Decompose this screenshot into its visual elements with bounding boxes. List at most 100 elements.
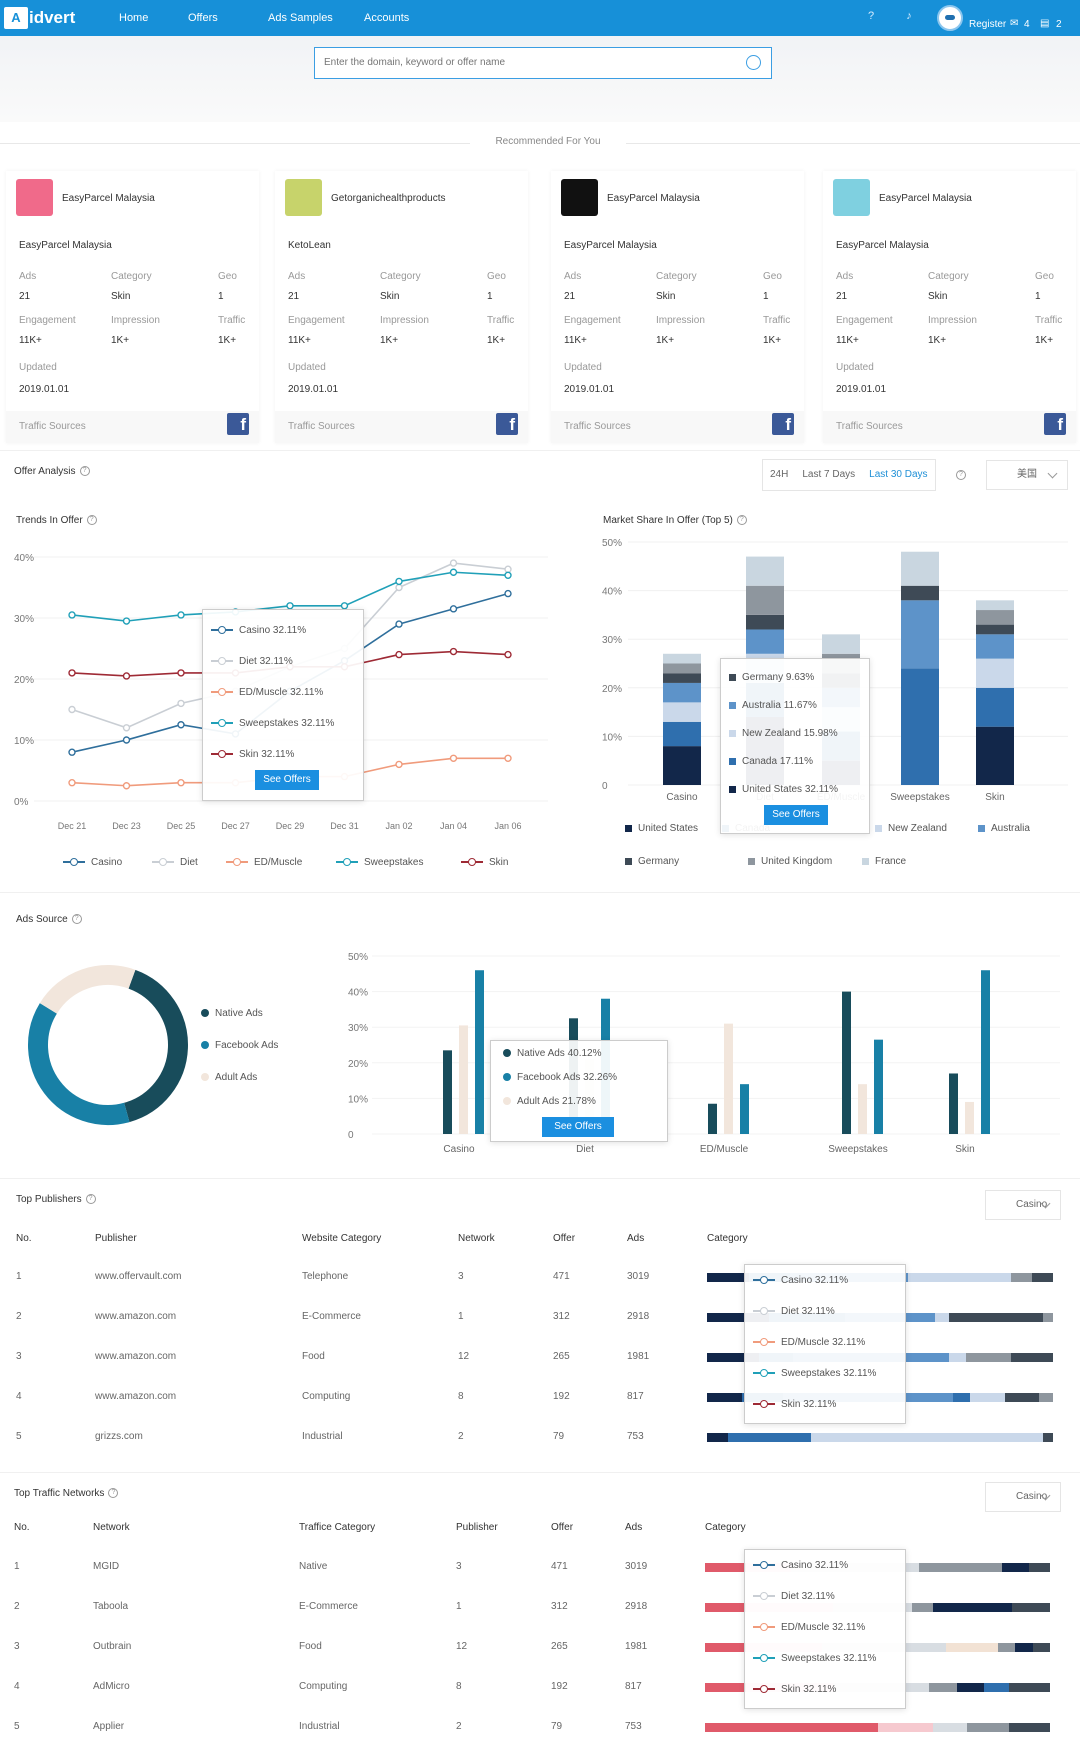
data-point[interactable] xyxy=(504,754,512,762)
stacked-bar-segment[interactable] xyxy=(663,663,701,674)
stacked-bar-segment[interactable] xyxy=(663,673,701,683)
bar[interactable] xyxy=(443,1050,452,1134)
stacked-bar-segment[interactable] xyxy=(976,610,1014,625)
help-icon[interactable]: ? xyxy=(736,515,747,526)
legend-item[interactable]: Australia xyxy=(978,823,1030,834)
legend-item[interactable]: ED/Muscle xyxy=(226,857,302,868)
message-icon[interactable]: ✉ xyxy=(1010,18,1019,29)
legend-item[interactable]: Adult Ads xyxy=(201,1072,257,1083)
stacked-bar-segment[interactable] xyxy=(976,600,1014,611)
facebook-icon[interactable]: f xyxy=(227,413,249,435)
data-point[interactable] xyxy=(177,669,185,677)
data-point[interactable] xyxy=(68,611,76,619)
data-point[interactable] xyxy=(395,620,403,628)
table-row[interactable]: 1 www.offervault.com Telephone 3 471 3019 xyxy=(0,1271,1080,1285)
help-icon[interactable]: ? xyxy=(71,914,82,925)
data-point[interactable] xyxy=(504,650,512,659)
table-row[interactable]: 2 Taboola E-Commerce 1 312 2918 xyxy=(0,1601,1080,1615)
table-cell[interactable]: Applier xyxy=(93,1721,125,1732)
legend-item[interactable]: Native Ads xyxy=(201,1008,263,1019)
nav-accounts[interactable]: Accounts xyxy=(364,12,410,24)
table-row[interactable]: 5 Applier Industrial 2 79 753 xyxy=(0,1721,1080,1735)
search-icon[interactable] xyxy=(746,55,761,70)
nav-ads-samples[interactable]: Ads Samples xyxy=(268,12,333,24)
facebook-icon[interactable]: f xyxy=(1044,413,1066,435)
facebook-icon[interactable]: f xyxy=(772,413,794,435)
bar[interactable] xyxy=(965,1101,974,1134)
data-point[interactable] xyxy=(68,779,76,787)
data-point[interactable] xyxy=(68,669,76,677)
stacked-bar-segment[interactable] xyxy=(663,653,701,664)
stacked-bar-segment[interactable] xyxy=(901,600,939,669)
data-point[interactable] xyxy=(395,583,403,592)
table-row[interactable]: 1 MGID Native 3 471 3019 xyxy=(0,1561,1080,1575)
legend-item[interactable]: Sweepstakes xyxy=(336,857,423,868)
stacked-bar-segment[interactable] xyxy=(976,726,1014,785)
stacked-bar-segment[interactable] xyxy=(663,721,701,747)
help-icon[interactable]: ? xyxy=(79,466,90,477)
donut-slice[interactable] xyxy=(39,965,136,1014)
donut-slice[interactable] xyxy=(123,969,188,1123)
see-offers-button[interactable]: See Offers xyxy=(255,770,319,790)
legend-item[interactable]: France xyxy=(862,856,906,867)
stacked-bar-segment[interactable] xyxy=(746,629,784,654)
help-icon[interactable]: ? xyxy=(956,470,966,480)
data-point[interactable] xyxy=(395,650,403,659)
offer-card[interactable]: Getorganichealthproducts KetoLean Ads 21 Cat… xyxy=(275,171,528,443)
data-point[interactable] xyxy=(122,724,131,732)
stacked-bar-segment[interactable] xyxy=(976,624,1014,635)
stacked-bar-segment[interactable] xyxy=(976,658,1014,688)
stacked-bar-segment[interactable] xyxy=(746,585,784,615)
stacked-bar-segment[interactable] xyxy=(901,668,939,785)
offer-name[interactable]: EasyParcel Malaysia xyxy=(62,193,155,204)
table-row[interactable]: 3 Outbrain Food 12 265 1981 xyxy=(0,1641,1080,1655)
table-row[interactable]: 4 AdMicro Computing 8 192 817 xyxy=(0,1681,1080,1695)
data-point[interactable] xyxy=(449,559,458,567)
data-point[interactable] xyxy=(122,736,131,744)
data-point[interactable] xyxy=(122,617,131,625)
stacked-bar-segment[interactable] xyxy=(976,687,1014,727)
table-cell[interactable]: grizzs.com xyxy=(95,1431,143,1442)
bar[interactable] xyxy=(475,970,484,1134)
see-offers-button[interactable]: See Offers xyxy=(542,1117,614,1137)
nav-offers[interactable]: Offers xyxy=(188,12,218,24)
publishers-filter-select[interactable]: Casino xyxy=(985,1190,1061,1220)
facebook-icon[interactable]: f xyxy=(496,413,518,435)
stacked-bar-segment[interactable] xyxy=(746,556,784,586)
offer-card[interactable]: EasyParcel Malaysia EasyParcel Malaysia Ad… xyxy=(551,171,804,443)
data-point[interactable] xyxy=(177,779,185,787)
bar[interactable] xyxy=(724,1023,733,1134)
legend-item[interactable]: United States xyxy=(625,823,698,834)
table-row[interactable]: 3 www.amazon.com Food 12 265 1981 xyxy=(0,1351,1080,1365)
legend-item[interactable]: Diet xyxy=(152,857,198,868)
category-share-bar[interactable] xyxy=(707,1433,1053,1442)
notice-icon[interactable]: ▤ xyxy=(1040,18,1050,29)
data-point[interactable] xyxy=(68,748,76,756)
register-link[interactable]: Register xyxy=(969,19,1007,30)
data-point[interactable] xyxy=(504,565,512,573)
legend-item[interactable]: Skin xyxy=(461,857,508,868)
bell-icon[interactable]: ♪ xyxy=(906,10,912,22)
table-cell[interactable]: MGID xyxy=(93,1561,120,1572)
data-point[interactable] xyxy=(177,699,185,708)
bar[interactable] xyxy=(459,1025,468,1134)
networks-filter-select[interactable]: Casino xyxy=(985,1482,1061,1512)
data-point[interactable] xyxy=(449,647,458,656)
data-point[interactable] xyxy=(122,782,131,790)
help-icon[interactable]: ? xyxy=(86,515,97,526)
stacked-bar-segment[interactable] xyxy=(901,551,939,586)
data-point[interactable] xyxy=(68,705,76,714)
table-cell[interactable]: www.amazon.com xyxy=(95,1391,177,1402)
help-icon[interactable]: ? xyxy=(867,10,875,22)
nav-home[interactable]: Home xyxy=(119,12,149,24)
data-point[interactable] xyxy=(449,605,458,613)
stacked-bar-segment[interactable] xyxy=(663,702,701,722)
tab-24h[interactable]: 24H xyxy=(770,469,789,480)
tab-last-7-days[interactable]: Last 7 Days xyxy=(802,469,856,480)
offer-name[interactable]: Getorganichealthproducts xyxy=(331,193,446,204)
stacked-bar-segment[interactable] xyxy=(663,682,701,703)
data-point[interactable] xyxy=(504,571,512,579)
offer-card[interactable]: EasyParcel Malaysia EasyParcel Malaysia Ad… xyxy=(6,171,259,443)
bar[interactable] xyxy=(858,1084,867,1134)
table-row[interactable]: 5 grizzs.com Industrial 2 79 753 xyxy=(0,1431,1080,1445)
